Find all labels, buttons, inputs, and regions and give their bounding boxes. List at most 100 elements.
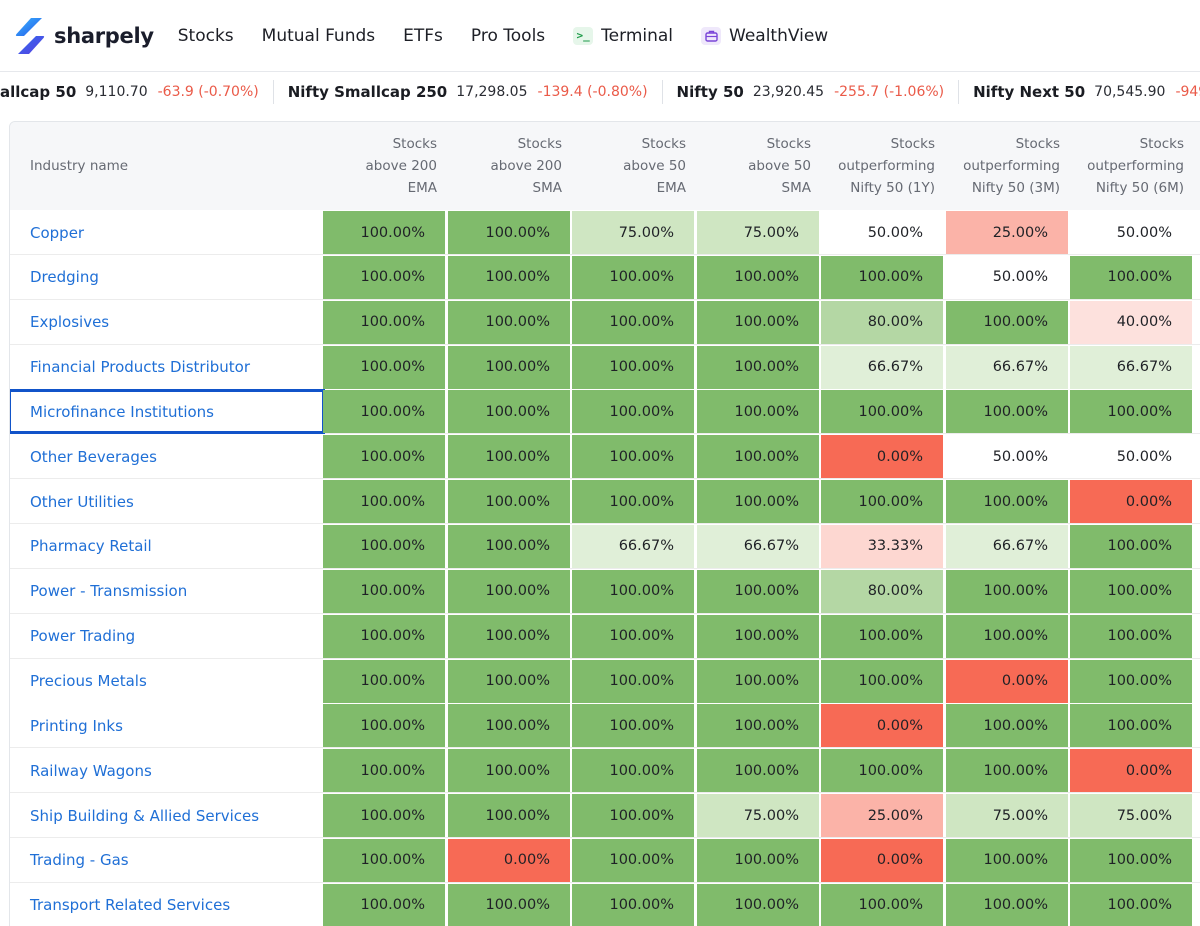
industry-link[interactable]: Copper: [30, 223, 85, 242]
column-header-line: outperforming: [838, 158, 935, 174]
nav-item-terminal[interactable]: >_ Terminal: [573, 26, 673, 46]
industry-link[interactable]: Transport Related Services: [30, 896, 231, 915]
metric-cell: 100.00%: [448, 390, 570, 434]
metric-cell: 100.00%: [448, 883, 570, 926]
industry-link[interactable]: Pharmacy Retail: [30, 537, 152, 556]
metric-cell: 100.00%: [448, 614, 570, 658]
metric-cell: 66.67%: [946, 345, 1068, 389]
metric-cell: 100.00%: [572, 255, 694, 299]
index-ticker: allcap 50 9,110.70 -63.9 (-0.70%) Nifty Sma…: [0, 73, 1200, 111]
nav-item-etfs[interactable]: ETFs: [403, 26, 443, 46]
metric-cell: 66.67%: [1070, 345, 1192, 389]
ticker-index-change: -949.7 (-1.33%): [1175, 84, 1200, 100]
metric-cell: 100.00%: [697, 614, 819, 658]
column-header[interactable]: Stocks outperforming Nifty 50 (1Y): [821, 122, 945, 210]
ticker-item[interactable]: Nifty Smallcap 250 17,298.05 -139.4 (-0.80…: [274, 80, 663, 104]
metric-cell: 100.00%: [323, 659, 445, 703]
metric-cell: 100.00%: [323, 390, 445, 434]
metric-cell: 100.00%: [323, 211, 445, 254]
nav-item-label: Pro Tools: [470, 25, 546, 46]
column-header[interactable]: Stocks above 50 EMA: [572, 122, 696, 210]
column-header[interactable]: Stocks above 200 SMA: [448, 122, 572, 210]
metric-cell: 100.00%: [323, 614, 445, 658]
metric-cell: 100.00%: [572, 569, 694, 613]
metric-cell: 80.00%: [821, 300, 943, 344]
metric-cell: 100.00%: [821, 614, 943, 658]
metric-cell: 100.00%: [697, 659, 819, 703]
column-header[interactable]: Stocks above 200 EMA: [323, 122, 447, 210]
metric-cell: 100.00%: [572, 749, 694, 793]
metric-cell: 100.00%: [323, 345, 445, 389]
metric-cell: 50.00%: [821, 211, 943, 254]
nav-item-pro-tools[interactable]: Pro Tools: [471, 26, 545, 46]
column-header-line: above 50: [748, 158, 811, 174]
industry-link[interactable]: Microfinance Institutions: [10, 389, 325, 435]
table-row: Microfinance Institutions 100.00% 100.00% 1…: [10, 389, 1200, 435]
industry-link[interactable]: Financial Products Distributor: [30, 358, 250, 377]
industry-link[interactable]: Other Utilities: [30, 492, 134, 511]
nav-item-wealthview[interactable]: WealthView: [701, 26, 828, 46]
industry-link[interactable]: Precious Metals: [30, 672, 147, 690]
metric-cell: 100.00%: [323, 524, 445, 568]
metric-cell: 100.00%: [946, 704, 1068, 748]
metric-cell: 75.00%: [572, 211, 694, 254]
metric-cell: 100.00%: [821, 659, 943, 703]
column-header-line: outperforming: [1087, 158, 1184, 174]
industry-link[interactable]: Railway Wagons: [30, 761, 152, 780]
table-row: Other Utilities 100.00% 100.00% 100.00% 100.…: [10, 479, 1200, 525]
metric-cell: 100.00%: [572, 704, 694, 748]
industry-link[interactable]: Trading - Gas: [30, 851, 129, 870]
nav-item-stocks[interactable]: Stocks: [178, 26, 234, 46]
column-header-line: Nifty 50 (3M): [971, 180, 1060, 196]
brand-logo[interactable]: sharpely: [14, 16, 154, 56]
column-header-line: EMA: [656, 180, 686, 196]
metric-cell: 100.00%: [697, 300, 819, 344]
metric-cell: 100.00%: [697, 883, 819, 926]
metric-cell: 0.00%: [821, 838, 943, 882]
metric-cell: 100.00%: [946, 749, 1068, 793]
ticker-item[interactable]: Nifty 50 23,920.45 -255.7 (-1.06%): [663, 80, 960, 104]
industry-link[interactable]: Ship Building & Allied Services: [30, 806, 260, 825]
metric-cell: 100.00%: [697, 749, 819, 793]
ticker-item[interactable]: allcap 50 9,110.70 -63.9 (-0.70%): [0, 80, 274, 104]
nav-item-mutual-funds[interactable]: Mutual Funds: [262, 26, 375, 46]
column-header[interactable]: Stocks outperforming Nifty 50 (6M): [1070, 122, 1194, 210]
column-header[interactable]: Stocks outperforming Nifty 50 (3M): [946, 122, 1070, 210]
terminal-icon: >_: [573, 26, 594, 45]
metric-cell: 40.00%: [1070, 300, 1192, 344]
column-header-line: Stocks: [1139, 136, 1184, 152]
metric-cell: 100.00%: [323, 480, 445, 524]
column-header-line: Nifty 50 (6M): [1095, 180, 1184, 196]
metric-cell: 100.00%: [323, 883, 445, 926]
column-header[interactable]: Stocks above 50 SMA: [697, 122, 821, 210]
metric-cell: 50.00%: [1070, 435, 1192, 479]
table-row: Precious Metals 100.00% 100.00% 100.00% 100.…: [10, 658, 1200, 704]
nav-item-label: Mutual Funds: [261, 25, 376, 46]
column-header-line: Stocks: [1015, 136, 1060, 152]
metric-cell: 100.00%: [572, 480, 694, 524]
industry-link[interactable]: Dredging: [30, 268, 99, 287]
table-row: Explosives 100.00% 100.00% 100.00% 100.00% 80…: [10, 299, 1200, 345]
column-header-line: above 200: [490, 158, 562, 174]
ticker-item[interactable]: Nifty Next 50 70,545.90 -949.7 (-1.33%): [959, 80, 1200, 104]
metric-cell: 100.00%: [323, 704, 445, 748]
metric-cell: 100.00%: [821, 883, 943, 926]
metric-cell: 100.00%: [448, 480, 570, 524]
metric-cell: 100.00%: [572, 883, 694, 926]
column-header-line: above 200: [365, 158, 437, 174]
table-row: Dredging 100.00% 100.00% 100.00% 100.00% 100.…: [10, 254, 1200, 300]
metric-cell: 75.00%: [697, 794, 819, 838]
metric-cell: 0.00%: [448, 838, 570, 882]
industry-link[interactable]: Other Beverages: [30, 447, 157, 466]
column-header-line: outperforming: [963, 158, 1060, 174]
metric-cell: 100.00%: [946, 569, 1068, 613]
metric-cell: 100.00%: [946, 390, 1068, 434]
industry-link[interactable]: Printing Inks: [30, 716, 123, 735]
metric-cell: 100.00%: [946, 480, 1068, 524]
industry-link[interactable]: Power Trading: [30, 627, 136, 646]
industry-link[interactable]: Power - Transmission: [30, 582, 188, 601]
nav-item-label: Terminal: [601, 25, 674, 46]
industry-link[interactable]: Explosives: [30, 313, 110, 332]
nav-item-label: ETFs: [403, 25, 443, 46]
metric-cell: 100.00%: [323, 749, 445, 793]
